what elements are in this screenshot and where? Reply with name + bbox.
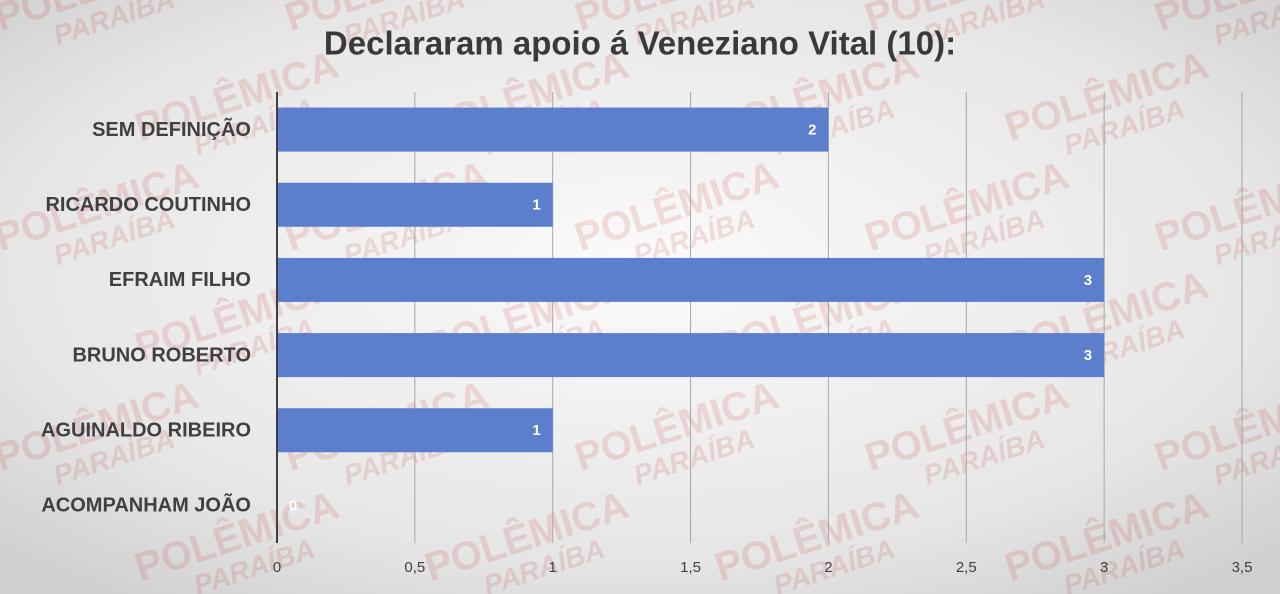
x-tick-label: 2,5: [956, 559, 977, 576]
x-tick-label: 3: [1100, 559, 1108, 576]
x-tick-label: 2: [824, 559, 832, 576]
x-tick-label: 3,5: [1232, 559, 1253, 576]
data-label: 3: [1084, 272, 1092, 289]
data-label: 1: [532, 422, 540, 439]
bar: [277, 182, 553, 227]
y-tick-label: ACOMPANHAM JOÃO: [41, 494, 251, 517]
y-tick-label: EFRAIM FILHO: [109, 269, 251, 291]
bar: [277, 408, 553, 453]
chart-title: Declararam apoio á Veneziano Vital (10):: [324, 25, 956, 62]
bar: [277, 107, 829, 152]
x-tick-label: 0,5: [404, 559, 425, 576]
data-label: 2: [808, 122, 816, 139]
x-tick-label: 1,5: [680, 559, 701, 576]
y-tick-label: RICARDO COUTINHO: [45, 194, 251, 216]
data-label: 1: [532, 197, 540, 214]
bar: [277, 257, 1105, 302]
y-tick-label: AGUINALDO RIBEIRO: [41, 420, 251, 442]
x-tick-label: 1: [549, 559, 557, 576]
bar: [277, 333, 1105, 378]
data-label: 3: [1084, 347, 1092, 364]
plot-area: 0 0,5 1 1,5 2 2,5 3 3,5 SEM DEFINIÇÃO 2 RICARDO CO…: [41, 92, 1252, 576]
y-tick-label: SEM DEFINIÇÃO: [92, 118, 251, 141]
data-label: 0: [289, 497, 297, 514]
y-tick-label: BRUNO ROBERTO: [72, 344, 251, 366]
x-tick-label: 0: [273, 559, 281, 576]
